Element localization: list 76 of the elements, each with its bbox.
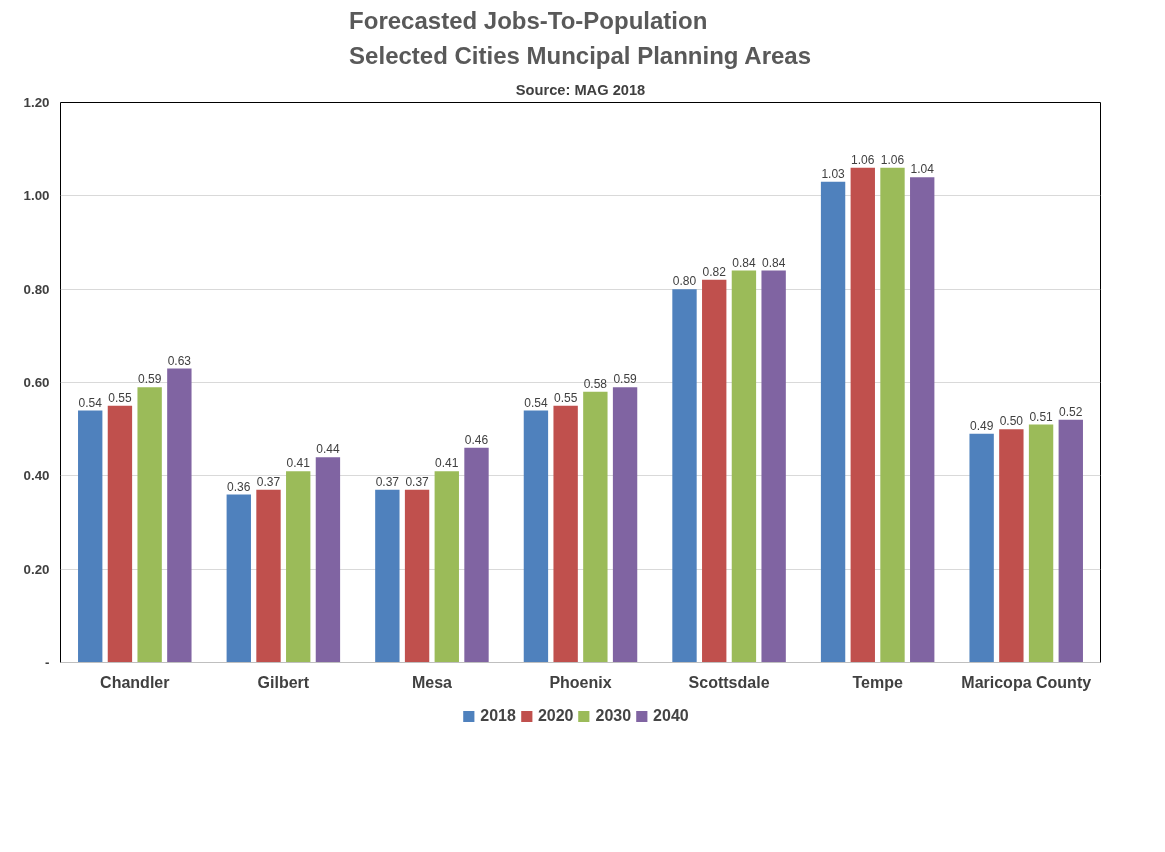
bar bbox=[107, 405, 133, 663]
data-label: 0.54 bbox=[524, 395, 548, 410]
bar bbox=[820, 181, 846, 663]
chart-title: Forecasted Jobs-To-Population Selected Cities Muncipal Planning Areas bbox=[349, 7, 812, 70]
data-label: 0.59 bbox=[137, 372, 162, 387]
data-label: 0.51 bbox=[1029, 409, 1054, 424]
data-label: 1.03 bbox=[821, 166, 846, 181]
y-tick-label: 1.00 bbox=[23, 188, 50, 204]
data-label: 0.37 bbox=[256, 474, 281, 489]
bar bbox=[286, 471, 311, 663]
bar bbox=[583, 391, 608, 663]
data-label: 0.49 bbox=[969, 418, 994, 433]
bar bbox=[315, 457, 341, 663]
data-label: 1.04 bbox=[910, 162, 935, 177]
bar bbox=[910, 177, 935, 663]
bar bbox=[672, 289, 697, 663]
bar bbox=[167, 368, 192, 663]
x-tick-label: Chandler bbox=[100, 673, 170, 691]
bar bbox=[969, 433, 994, 663]
data-label: 0.36 bbox=[227, 479, 251, 494]
data-label: 0.41 bbox=[286, 456, 311, 471]
x-tick-label: Scottsdale bbox=[688, 673, 770, 691]
data-label: 0.44 bbox=[316, 442, 340, 457]
bar bbox=[137, 387, 162, 663]
data-label: 0.59 bbox=[613, 372, 638, 387]
data-label: 0.58 bbox=[583, 376, 608, 391]
bar bbox=[226, 494, 251, 663]
bar bbox=[1028, 424, 1054, 663]
data-label: 0.37 bbox=[405, 474, 430, 489]
legend-label: 2020 bbox=[537, 706, 574, 725]
data-label: 0.54 bbox=[78, 395, 103, 410]
bar bbox=[880, 167, 905, 663]
data-label: 0.80 bbox=[672, 274, 697, 289]
bar bbox=[434, 471, 459, 663]
data-label: 1.06 bbox=[851, 152, 875, 167]
bar bbox=[702, 279, 727, 663]
bar bbox=[612, 387, 638, 663]
legend-label: 2018 bbox=[480, 706, 516, 725]
data-label: 0.52 bbox=[1059, 404, 1083, 419]
data-label: 0.50 bbox=[999, 414, 1024, 429]
x-tick-label: Mesa bbox=[411, 673, 453, 691]
data-label: 0.37 bbox=[375, 474, 400, 489]
bar bbox=[1058, 419, 1083, 663]
bar bbox=[850, 167, 875, 663]
data-label: 0.82 bbox=[702, 264, 727, 279]
x-tick-label: Phoenix bbox=[549, 673, 612, 691]
data-label: 0.55 bbox=[553, 390, 578, 405]
y-tick-label: 0.60 bbox=[23, 375, 50, 390]
data-label: 0.84 bbox=[732, 255, 756, 270]
y-tick-label: 1.20 bbox=[23, 95, 50, 110]
bar bbox=[999, 429, 1024, 663]
y-tick-label: 0.40 bbox=[23, 468, 50, 484]
data-label: 0.84 bbox=[761, 255, 786, 270]
data-label: 0.55 bbox=[108, 390, 132, 405]
x-tick-label: Tempe bbox=[852, 673, 903, 691]
x-tick-label: Gilbert bbox=[257, 673, 310, 691]
bar bbox=[404, 489, 430, 663]
data-label: 0.41 bbox=[435, 456, 459, 471]
bar bbox=[78, 410, 103, 663]
data-label: 1.06 bbox=[880, 152, 905, 167]
bar bbox=[375, 489, 400, 663]
bar bbox=[523, 410, 549, 663]
y-tick-label: 0.80 bbox=[23, 281, 50, 297]
bar bbox=[761, 270, 786, 663]
bar bbox=[256, 489, 281, 663]
y-tick-label: 0.20 bbox=[23, 561, 50, 577]
bar bbox=[464, 447, 489, 663]
legend-label: 2040 bbox=[653, 706, 689, 725]
bar bbox=[553, 405, 578, 663]
x-tick-label: Maricopa County bbox=[961, 673, 1092, 691]
chart-subtitle: Source: MAG 2018 bbox=[515, 81, 646, 98]
y-tick-label: - bbox=[45, 655, 50, 670]
data-label: 0.63 bbox=[167, 353, 192, 368]
data-label: 0.46 bbox=[464, 432, 489, 447]
bar bbox=[731, 270, 757, 663]
legend-label: 2030 bbox=[595, 706, 632, 725]
